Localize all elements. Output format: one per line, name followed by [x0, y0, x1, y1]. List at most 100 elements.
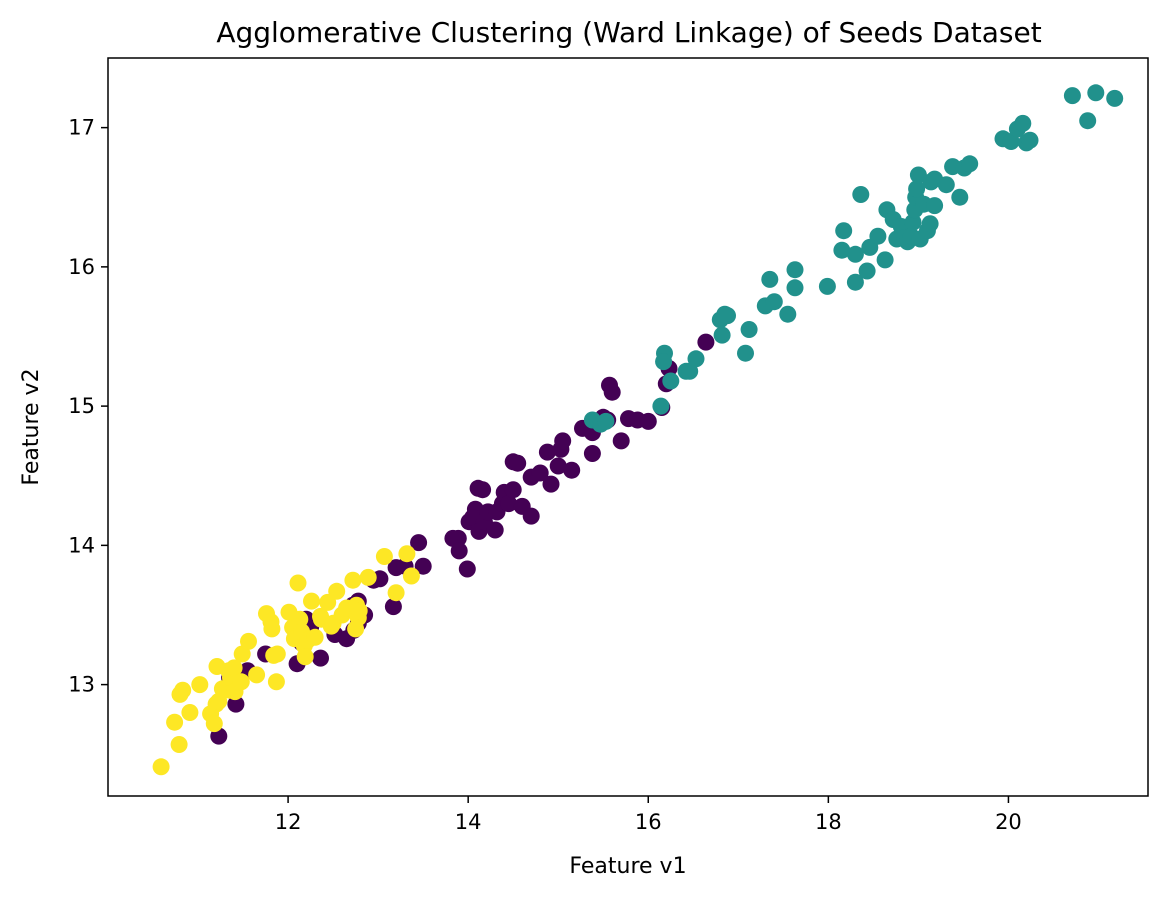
data-point: [681, 362, 699, 380]
data-point: [474, 481, 492, 499]
data-point: [603, 383, 621, 401]
data-point: [248, 666, 266, 684]
data-point: [263, 620, 281, 638]
data-point: [786, 261, 804, 279]
data-point: [1063, 87, 1081, 105]
data-point: [1106, 89, 1124, 107]
data-point: [786, 279, 804, 297]
data-point: [951, 188, 969, 206]
x-tick-label: 18: [815, 810, 842, 834]
y-tick-label: 16: [68, 255, 95, 279]
data-point: [291, 610, 309, 628]
data-point: [597, 412, 615, 430]
x-tick-label: 14: [455, 810, 482, 834]
data-point: [233, 645, 251, 663]
data-point: [268, 645, 286, 663]
data-point: [1021, 131, 1039, 149]
data-point: [904, 213, 922, 231]
data-point: [522, 507, 540, 525]
data-point: [687, 350, 705, 368]
data-point: [181, 704, 199, 721]
data-point: [414, 557, 432, 575]
x-axis-ticks: 12 14 16 18 20: [275, 796, 1022, 834]
y-tick-label: 13: [68, 673, 95, 697]
data-point: [444, 529, 462, 547]
data-point: [740, 321, 758, 338]
data-point: [450, 542, 468, 560]
data-point: [858, 262, 876, 280]
data-point: [583, 445, 601, 462]
data-point: [227, 695, 245, 713]
data-point: [509, 454, 527, 472]
data-point: [554, 432, 572, 450]
data-point: [296, 648, 314, 666]
y-axis-label: Feature v2: [19, 368, 44, 485]
y-axis-ticks: 13 14 15 16 17: [68, 116, 108, 697]
data-point: [542, 475, 560, 493]
data-point: [306, 628, 324, 646]
data-point: [375, 548, 393, 565]
data-point: [350, 602, 368, 620]
y-tick-label: 15: [68, 394, 95, 418]
data-point: [833, 241, 851, 259]
x-tick-label: 12: [275, 810, 302, 834]
data-point: [240, 632, 257, 650]
data-point: [344, 571, 362, 589]
data-points: [152, 84, 1124, 776]
data-point: [713, 326, 731, 344]
data-point: [926, 197, 944, 215]
data-point: [267, 673, 285, 691]
data-point: [538, 443, 556, 461]
data-point: [652, 397, 670, 415]
data-point: [846, 273, 864, 291]
data-point: [662, 372, 680, 390]
data-point: [937, 176, 955, 194]
data-point: [818, 277, 836, 295]
data-point: [289, 574, 307, 592]
data-point: [639, 412, 657, 430]
data-point: [846, 245, 864, 263]
data-point: [1079, 112, 1097, 130]
x-axis-label: Feature v1: [569, 854, 686, 879]
data-point: [1014, 114, 1032, 132]
x-tick-label: 20: [995, 810, 1022, 834]
data-point: [328, 582, 346, 600]
data-point: [869, 227, 887, 245]
data-point: [232, 673, 250, 691]
data-point: [908, 180, 926, 198]
data-point: [402, 567, 420, 585]
data-point: [531, 464, 549, 482]
data-point: [655, 353, 673, 371]
data-point: [1002, 133, 1020, 150]
data-point: [835, 222, 853, 240]
data-point: [500, 495, 518, 513]
data-point: [921, 215, 939, 233]
y-tick-label: 17: [68, 116, 95, 140]
data-point: [174, 681, 192, 699]
chart-title: Agglomerative Clustering (Ward Linkage) …: [216, 16, 1041, 49]
data-point: [563, 461, 581, 479]
data-point: [612, 432, 630, 450]
data-point: [359, 568, 377, 586]
data-point: [852, 186, 870, 203]
data-point: [909, 166, 927, 184]
data-point: [961, 155, 979, 173]
data-point: [303, 592, 320, 610]
data-point: [1087, 84, 1105, 102]
y-tick-label: 14: [68, 533, 95, 557]
data-point: [504, 481, 522, 499]
data-point: [152, 758, 170, 776]
data-point: [719, 307, 736, 325]
data-point: [876, 251, 894, 269]
data-point: [191, 676, 209, 694]
data-point: [205, 715, 223, 733]
x-tick-label: 16: [635, 810, 662, 834]
data-point: [737, 344, 754, 362]
data-point: [166, 713, 184, 731]
data-point: [312, 649, 329, 667]
data-point: [549, 457, 567, 475]
data-point: [486, 521, 504, 539]
data-point: [410, 534, 428, 552]
data-point: [779, 305, 797, 323]
